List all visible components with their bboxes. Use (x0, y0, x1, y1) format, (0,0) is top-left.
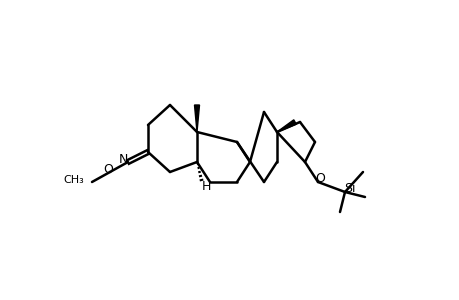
Text: H: H (201, 181, 210, 194)
Text: O: O (314, 172, 324, 185)
Polygon shape (276, 120, 296, 132)
Text: Si: Si (343, 182, 355, 196)
Text: O: O (103, 163, 113, 176)
Polygon shape (194, 105, 199, 132)
Text: CH₃: CH₃ (63, 175, 84, 185)
Text: N: N (118, 152, 128, 166)
